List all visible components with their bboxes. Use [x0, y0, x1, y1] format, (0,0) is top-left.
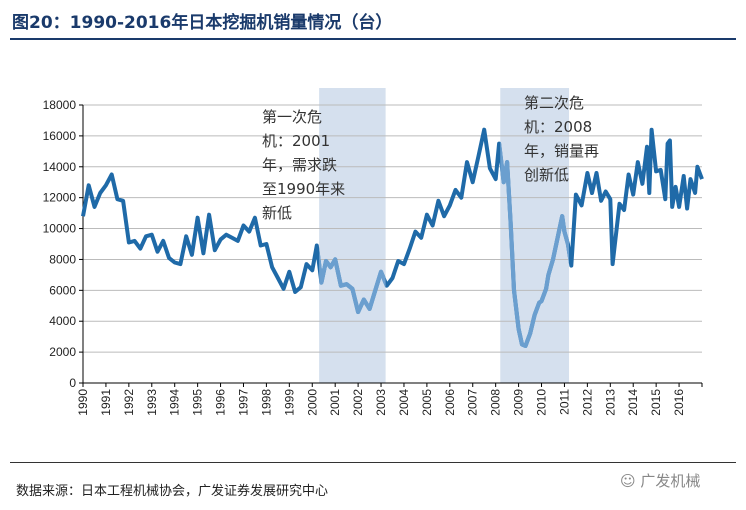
sales-line: [81, 127, 704, 348]
x-tick-label: 1996: [214, 389, 228, 416]
x-tick-label: 1994: [168, 389, 182, 416]
x-tick-label: 1991: [99, 389, 113, 416]
crisis-annotation-2: 创新低: [524, 166, 569, 184]
x-tick-label: 1998: [259, 389, 273, 416]
wechat-icon: ☺: [620, 472, 641, 490]
y-tick-label: 4000: [49, 314, 76, 328]
x-tick-label: 1997: [236, 389, 250, 416]
footer-divider: [10, 462, 736, 463]
crisis-annotation-1: 新低: [262, 204, 292, 222]
y-tick-label: 6000: [49, 283, 76, 297]
brand-watermark: ☺ 广发机械: [620, 470, 700, 491]
crisis-annotation-1: 至1990年来: [262, 180, 345, 198]
title-divider: [10, 38, 736, 40]
crisis-annotation-1: 年，需求跌: [262, 156, 337, 174]
x-tick-label: 2014: [626, 389, 640, 416]
x-tick-label: 1992: [122, 389, 136, 416]
x-tick-label: 1993: [145, 389, 159, 416]
y-tick-label: 12000: [43, 191, 77, 205]
x-tick-label: 1999: [282, 389, 296, 416]
y-tick-label: 8000: [49, 252, 76, 266]
sales-line-crisis: [319, 127, 570, 348]
chart-title: 图20：1990-2016年日本挖掘机销量情况（台）: [12, 13, 393, 33]
crisis-annotation-2: 第二次危: [524, 94, 584, 112]
x-tick-label: 2007: [466, 389, 480, 416]
x-tick-label: 2013: [603, 389, 617, 416]
x-tick-label: 2015: [649, 389, 663, 416]
crisis-annotation-1: 第一次危: [262, 108, 322, 126]
y-tick-label: 18000: [43, 98, 77, 112]
y-tick-label: 10000: [43, 222, 77, 236]
x-tick-label: 1990: [76, 389, 90, 416]
crisis-annotation-2: 机：2008: [524, 118, 592, 136]
crisis-shade-1: [319, 88, 386, 383]
line-chart: 0 2000 4000 6000 8000 10000 12000 14000 16000 180…: [43, 88, 704, 416]
x-tick-label: 2016: [672, 389, 686, 416]
x-tick-label: 2009: [512, 389, 526, 416]
x-tick-label: 2001: [328, 389, 342, 416]
x-tick-label: 1995: [191, 389, 205, 416]
x-tick-label: 2012: [580, 389, 594, 416]
x-tick-label: 2010: [535, 389, 549, 416]
x-tick-label: 2006: [443, 389, 457, 416]
x-tick-label: 2008: [489, 389, 503, 416]
y-tick-label: 2000: [49, 345, 76, 359]
crisis-annotation-2: 年，销量再: [524, 142, 599, 160]
x-tick-label: 2003: [374, 389, 388, 416]
x-tick-label: 2011: [557, 389, 571, 415]
y-tick-label: 14000: [43, 160, 77, 174]
x-tick-label: 2000: [305, 389, 319, 416]
data-source: 数据来源：日本工程机械协会，广发证券发展研究中心: [16, 484, 329, 499]
crisis-annotation-1: 机：2001: [262, 132, 330, 150]
x-tick-label: 2004: [397, 389, 411, 416]
x-tick-label: 2005: [420, 389, 434, 416]
brand-name: 广发机械: [640, 472, 701, 490]
y-tick-label: 0: [69, 376, 76, 390]
y-tick-label: 16000: [43, 129, 77, 143]
x-tick-label: 2002: [351, 389, 365, 416]
